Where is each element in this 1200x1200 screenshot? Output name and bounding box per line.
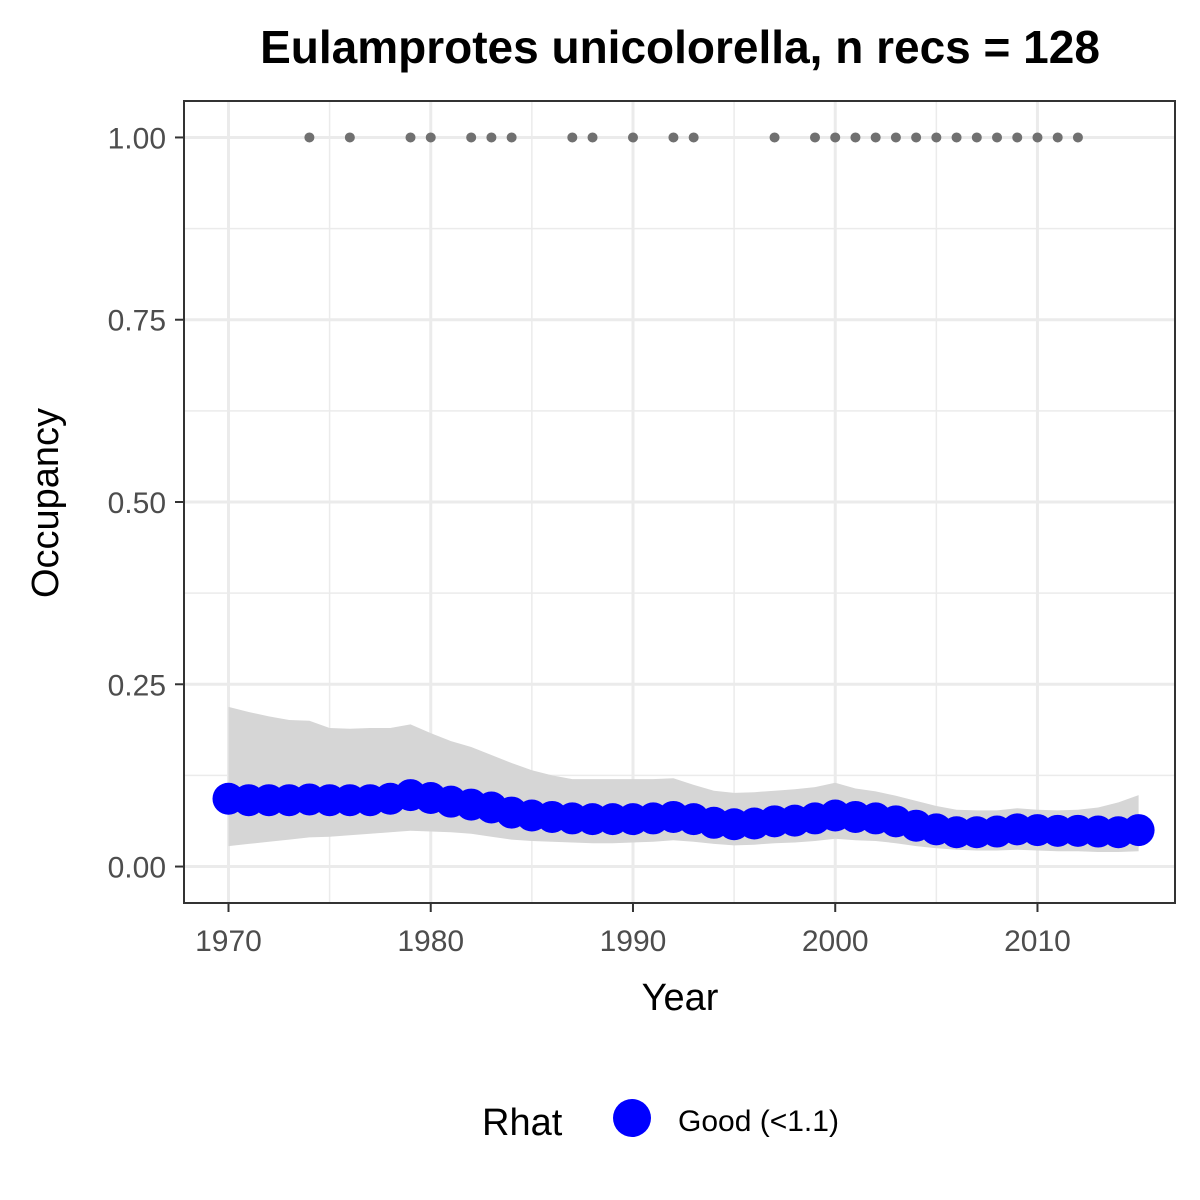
y-axis: 0.00 0.25 0.50 0.75 1.00 [108, 122, 184, 885]
record-point [486, 132, 497, 143]
record-point [425, 132, 436, 143]
record-point [506, 132, 517, 143]
record-point [668, 132, 679, 143]
record-point [911, 132, 922, 143]
record-point [769, 132, 780, 143]
record-point [587, 132, 598, 143]
legend: Rhat Good (<1.1) [482, 1099, 839, 1144]
record-point [992, 132, 1003, 143]
legend-title: Rhat [482, 1102, 563, 1144]
record-point [810, 132, 821, 143]
record-point [830, 132, 841, 143]
y-tick-label: 0.00 [108, 852, 166, 885]
occupancy-points-layer [212, 779, 1155, 849]
record-point [870, 132, 881, 143]
record-point [344, 132, 355, 143]
y-axis-title: Occupancy [25, 408, 67, 598]
record-point [850, 132, 861, 143]
record-point [1052, 132, 1063, 143]
y-tick-label: 0.25 [108, 669, 166, 702]
record-point [1032, 132, 1043, 143]
y-tick-label: 1.00 [108, 122, 166, 155]
record-point [688, 132, 699, 143]
record-point [1072, 132, 1083, 143]
record-point [466, 132, 477, 143]
record-point [951, 132, 962, 143]
record-point [567, 132, 578, 143]
observed-records-layer [304, 132, 1083, 143]
x-tick-label: 2010 [1004, 925, 1071, 958]
y-tick-label: 0.50 [108, 487, 166, 520]
record-point [931, 132, 942, 143]
record-point [890, 132, 901, 143]
record-point [627, 132, 638, 143]
legend-key-circle [613, 1099, 651, 1137]
x-tick-label: 2000 [802, 925, 869, 958]
legend-label: Good (<1.1) [678, 1105, 839, 1138]
x-tick-label: 1990 [600, 925, 667, 958]
x-tick-label: 1980 [397, 925, 464, 958]
record-point [304, 132, 315, 143]
x-axis-title: Year [642, 977, 719, 1019]
x-tick-label: 1970 [195, 925, 262, 958]
record-point [1012, 132, 1023, 143]
x-axis: 1970 1980 1990 2000 2010 [195, 903, 1071, 958]
major-gridlines [184, 101, 1175, 903]
record-point [971, 132, 982, 143]
record-point [405, 132, 416, 143]
occupancy-point [1122, 814, 1155, 847]
y-tick-label: 0.75 [108, 305, 166, 338]
chart-title: Eulamprotes unicolorella, n recs = 128 [260, 21, 1100, 73]
